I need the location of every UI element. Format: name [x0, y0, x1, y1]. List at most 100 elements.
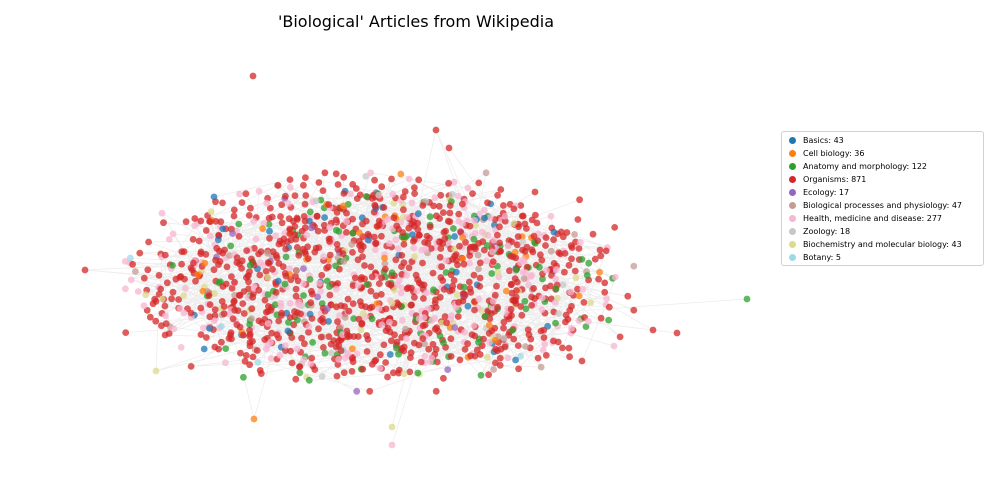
network-node [337, 302, 345, 309]
network-node [482, 169, 490, 177]
network-node [361, 262, 368, 269]
network-node [349, 249, 356, 256]
network-node [317, 288, 325, 295]
network-node [300, 265, 307, 272]
network-node [432, 345, 440, 353]
network-node [248, 315, 255, 323]
network-node [568, 324, 575, 332]
network-node [344, 349, 352, 357]
network-node [432, 126, 440, 134]
network-node [264, 320, 272, 327]
network-node [406, 368, 414, 376]
network-node [362, 173, 370, 180]
network-node [155, 272, 163, 279]
network-node [292, 272, 299, 280]
network-node [488, 304, 496, 311]
network-node [459, 234, 467, 242]
network-node [236, 190, 243, 198]
network-node [255, 187, 263, 195]
network-node [395, 301, 402, 308]
network-node [197, 250, 205, 258]
network-node [469, 190, 476, 198]
network-node [127, 276, 135, 284]
network-node [565, 344, 573, 352]
network-node [362, 303, 369, 311]
network-node [250, 217, 258, 225]
network-node [244, 272, 252, 280]
network-node [211, 306, 219, 313]
network-node [515, 365, 522, 373]
network-node [372, 240, 380, 248]
network-node [240, 331, 247, 339]
network-node [419, 202, 427, 209]
network-node [330, 337, 338, 345]
network-node [523, 225, 530, 232]
network-node [390, 214, 398, 222]
network-node [459, 200, 466, 208]
legend-marker [789, 163, 796, 170]
network-node [446, 218, 454, 226]
network-node [169, 262, 176, 269]
network-node [205, 292, 213, 299]
network-node [427, 245, 435, 252]
network-node [371, 233, 378, 241]
network-node [354, 282, 362, 289]
network-node [246, 332, 254, 340]
network-node [213, 244, 221, 252]
network-node [368, 315, 376, 323]
network-node [122, 329, 130, 336]
network-node [389, 190, 397, 198]
network-node [506, 267, 513, 275]
network-node [601, 279, 609, 287]
network-node [445, 179, 452, 187]
network-node [405, 224, 413, 232]
network-node [299, 280, 307, 288]
network-node [162, 312, 169, 320]
network-node [349, 229, 357, 237]
network-node [279, 263, 287, 271]
network-node [286, 265, 293, 273]
network-node [552, 275, 560, 283]
legend-item: Biological processes and physiology: 47 [789, 199, 983, 212]
network-node [388, 299, 396, 307]
network-node [161, 251, 169, 259]
network-node [483, 242, 491, 249]
network-node [363, 281, 371, 288]
network-node [256, 367, 264, 374]
network-node [348, 368, 356, 375]
legend-item: Cell biology: 36 [789, 147, 983, 160]
network-node [169, 230, 177, 238]
network-node [528, 293, 535, 301]
network-node [580, 299, 588, 306]
network-node [182, 284, 189, 292]
network-node [511, 275, 519, 283]
network-node [461, 329, 468, 336]
network-node [559, 344, 566, 352]
network-node [441, 313, 449, 320]
network-node [146, 313, 154, 321]
network-node [267, 338, 274, 346]
network-node [168, 295, 176, 303]
network-node [260, 220, 268, 227]
network-node [513, 287, 520, 294]
network-node [486, 338, 493, 346]
network-node [349, 345, 356, 353]
network-node [534, 237, 542, 245]
network-node [317, 333, 325, 341]
network-node [501, 343, 509, 351]
network-node [157, 285, 165, 293]
network-node [235, 291, 243, 299]
network-node [187, 363, 195, 370]
network-node [743, 295, 751, 303]
network-node [510, 205, 518, 213]
network-node [308, 354, 316, 362]
network-node [483, 353, 491, 361]
network-node [161, 302, 169, 310]
legend-item: Basics: 43 [789, 134, 983, 147]
legend-marker [789, 137, 796, 144]
network-node [354, 256, 362, 264]
network-node [247, 204, 254, 212]
network-node [589, 230, 597, 238]
network-node [539, 275, 546, 283]
